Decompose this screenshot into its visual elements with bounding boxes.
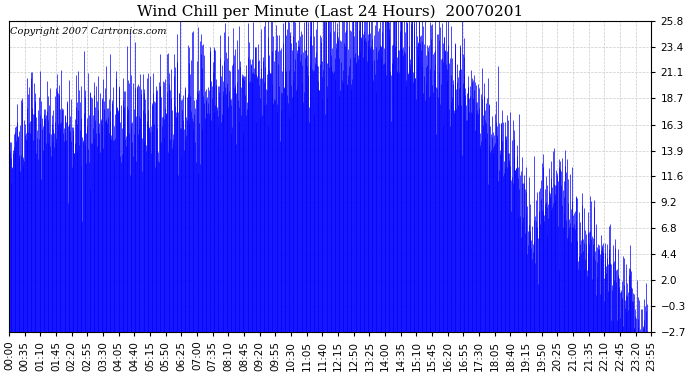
Text: Copyright 2007 Cartronics.com: Copyright 2007 Cartronics.com bbox=[10, 27, 167, 36]
Title: Wind Chill per Minute (Last 24 Hours)  20070201: Wind Chill per Minute (Last 24 Hours) 20… bbox=[137, 4, 524, 18]
